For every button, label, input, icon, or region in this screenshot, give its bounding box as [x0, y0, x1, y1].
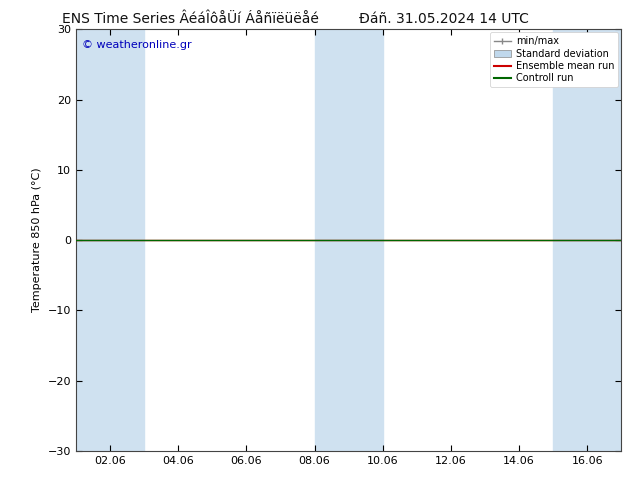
Text: ENS Time Series ÂéáÎôåÜí Áåñïëüëåé: ENS Time Series ÂéáÎôåÜí Áåñïëüëåé	[61, 12, 319, 26]
Text: © weatheronline.gr: © weatheronline.gr	[82, 40, 191, 50]
Bar	[76, 29, 144, 451]
Y-axis label: Temperature 850 hPa (°C): Temperature 850 hPa (°C)	[32, 168, 42, 313]
Text: Đáñ. 31.05.2024 14 UTC: Đáñ. 31.05.2024 14 UTC	[359, 12, 529, 26]
Legend: min/max, Standard deviation, Ensemble mean run, Controll run: min/max, Standard deviation, Ensemble me…	[489, 32, 618, 87]
Bar	[314, 29, 383, 451]
Bar	[553, 29, 621, 451]
